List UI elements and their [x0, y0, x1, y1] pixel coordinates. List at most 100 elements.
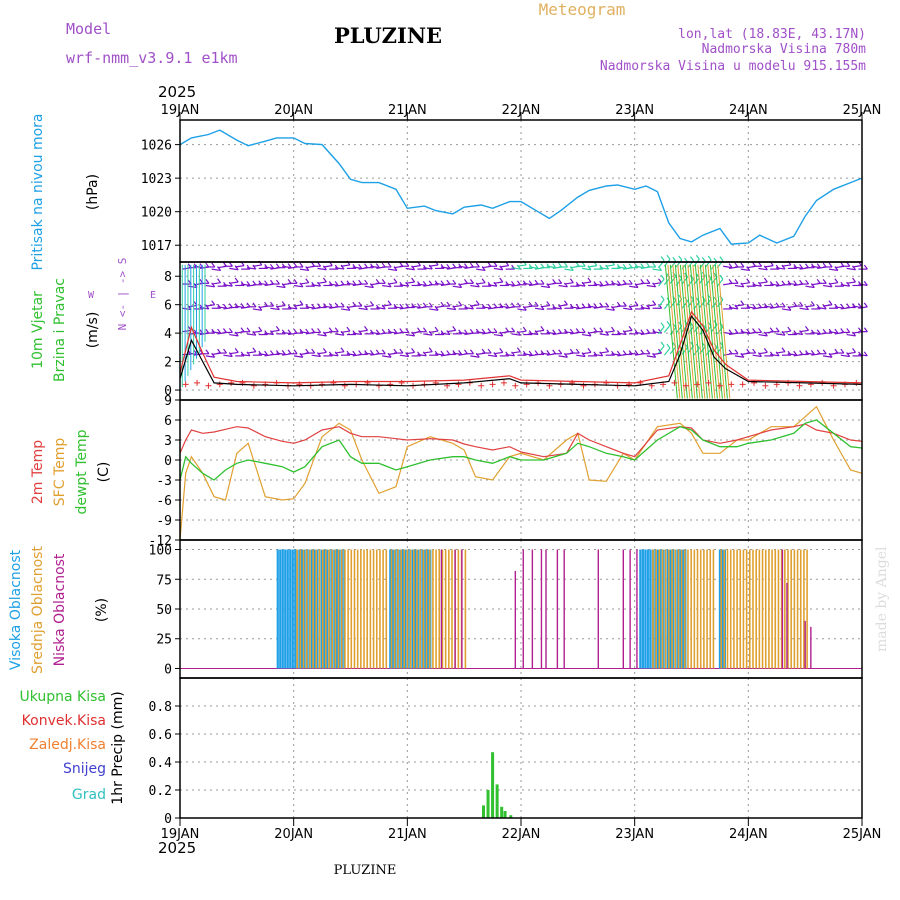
wind-barb-flag [634, 350, 639, 355]
wind-barb [229, 333, 239, 337]
wind-barb-flag [857, 303, 862, 308]
wind-barb [299, 282, 309, 285]
panel-pressure: 1017 1020 1023 1026 [141, 120, 862, 262]
temp-ylabel: 2m Temp [30, 440, 46, 504]
wind-barb-flag [422, 281, 427, 286]
wind-barb [423, 351, 433, 354]
wind-barb [634, 331, 644, 335]
wind-barb [452, 285, 462, 289]
wind-barb-flag [422, 327, 427, 333]
wind-barb-flag [211, 300, 216, 306]
wind-barb-flag [840, 303, 845, 309]
wind-barb [282, 265, 292, 269]
wind-barb-flag [240, 303, 245, 308]
x-label-top: 20JAN [274, 103, 313, 118]
wind-barb [834, 306, 844, 309]
wind-barb [846, 333, 856, 337]
panel-frame-temperature [179, 399, 863, 541]
precip-bar [495, 784, 499, 818]
wind-barb-flag [205, 349, 210, 355]
wind-barb [852, 265, 862, 268]
wind-barb [399, 354, 409, 358]
wind-barb [558, 284, 568, 288]
wind-barb [793, 332, 803, 336]
wind-barb-flag [660, 256, 665, 262]
wind-barb-flag [852, 348, 857, 353]
wind-barb [734, 284, 744, 288]
wind-barb [305, 306, 315, 309]
temp-ylabel2: SFC Temp [52, 438, 68, 507]
wind-barb-flag [616, 350, 621, 356]
wind-barb [840, 354, 850, 358]
wind-barb-flag [834, 328, 839, 334]
wind-barb [458, 265, 468, 269]
wind-barb-flag [528, 280, 533, 286]
y-tick-label: 0 [164, 454, 172, 469]
wind-barb [288, 306, 298, 310]
gust-marker [762, 382, 769, 389]
wind-barb [687, 278, 694, 287]
wind-barb-flag [405, 328, 410, 333]
wind-direction-legend: N <- | -> S [116, 258, 129, 331]
gust-line [179, 310, 863, 384]
wind-barb-flag [569, 328, 574, 334]
wind-barb-flag [522, 326, 527, 332]
wind-barb [276, 304, 286, 308]
precip-legend-conv: Konvek.Kisa [22, 713, 106, 729]
wind-barb [293, 355, 303, 358]
wind-barb-flag [340, 347, 345, 353]
gust-marker [341, 382, 348, 389]
wind-barb-flag [352, 350, 357, 356]
wind-barb-flag [352, 280, 357, 286]
wind-barb-flag [752, 348, 757, 354]
panel-wind: 0 2 4 6 8 [164, 262, 862, 400]
wind-barb-flag [552, 329, 557, 335]
wind-barb-flag [264, 350, 269, 356]
precip-legend-frozen: Zaledj.Kisa [29, 737, 106, 753]
wind-barb [728, 306, 739, 310]
y-tick-label: 1020 [141, 206, 172, 221]
wind-barb-flag [375, 263, 380, 268]
wind-barb-flag [416, 303, 421, 308]
wind-barb-flag [558, 349, 563, 355]
y-tick-label: 50 [156, 603, 172, 618]
wind-barb [252, 264, 262, 267]
wind-barb-flag [252, 302, 257, 308]
wind-barb [640, 306, 650, 310]
gust-marker [523, 381, 530, 388]
wind-barb [858, 306, 868, 309]
model-label: Model [66, 20, 111, 38]
wind-barb-flag [399, 348, 404, 354]
wind-barb-flag [299, 262, 304, 268]
wind-barb [205, 284, 215, 288]
wind-barb [323, 305, 333, 309]
wind-barb-flag [805, 279, 810, 285]
wind-barb-flag [746, 278, 751, 284]
wind-barb [229, 351, 239, 355]
wind-barb-flag [628, 326, 633, 331]
wind-barb-flag [258, 326, 263, 332]
wind-barb-flag [707, 255, 712, 261]
wind-barb-flag [587, 348, 592, 353]
wind-barb-flag [328, 303, 333, 308]
wind-barb [546, 265, 556, 269]
precip-bar [509, 815, 513, 818]
wind-barb-flag [464, 329, 468, 335]
wind-barb [599, 351, 609, 354]
wind-barb-flag [411, 348, 416, 353]
x-label-top: 23JAN [615, 103, 654, 118]
wind-barb-flag [863, 302, 868, 308]
wind-barb [634, 265, 644, 269]
wind-barb [805, 304, 815, 308]
wind-barb [764, 305, 774, 309]
wind-barb [581, 281, 592, 284]
wind-barb [476, 331, 486, 334]
wind-barb [493, 267, 503, 271]
wind-barb [411, 265, 421, 268]
wind-barb [828, 331, 838, 334]
wind-barb-flag [481, 328, 486, 334]
wind-barb-flag [763, 277, 768, 283]
wind-barb [823, 284, 833, 288]
gust-marker [694, 381, 701, 388]
wind-barb-flag [428, 347, 433, 353]
